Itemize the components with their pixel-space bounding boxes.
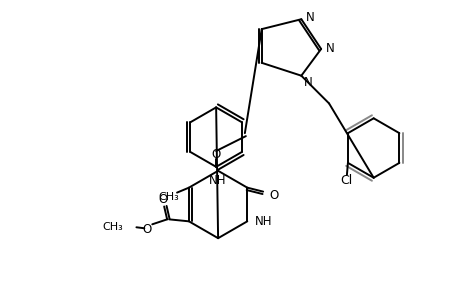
Text: CH₃: CH₃ bbox=[102, 222, 123, 232]
Text: N: N bbox=[304, 76, 313, 89]
Text: NH: NH bbox=[255, 215, 272, 228]
Text: O: O bbox=[269, 189, 278, 202]
Text: N: N bbox=[325, 42, 334, 56]
Text: Cl: Cl bbox=[339, 174, 351, 187]
Text: O: O bbox=[158, 193, 168, 206]
Text: NH: NH bbox=[209, 174, 226, 187]
Text: CH₃: CH₃ bbox=[158, 192, 179, 202]
Text: O: O bbox=[211, 148, 220, 161]
Text: O: O bbox=[142, 223, 151, 236]
Text: N: N bbox=[306, 11, 314, 24]
